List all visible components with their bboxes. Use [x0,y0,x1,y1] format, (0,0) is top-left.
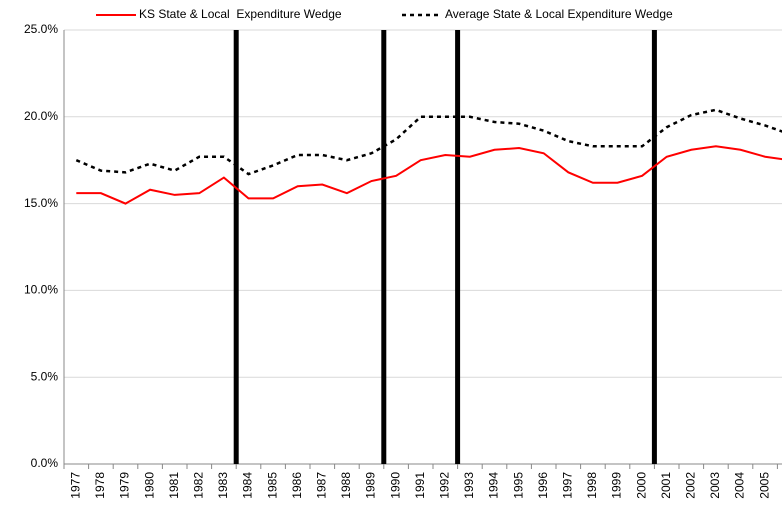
legend-label: KS State & Local Expenditure Wedge [139,7,342,21]
x-tick-label: 1977 [68,472,82,499]
x-tick-label: 1978 [93,472,107,499]
x-tick-label: 1979 [118,472,132,499]
y-tick-label: 10.0% [24,283,58,297]
x-tick-label: 1991 [413,472,427,499]
y-tick-label: 5.0% [31,369,59,383]
legend-label: Average State & Local Expenditure Wedge [445,7,673,21]
y-tick-label: 15.0% [24,196,58,210]
x-tick-label: 1999 [610,472,624,499]
x-tick-label: 2003 [708,472,722,499]
x-tick-label: 1993 [462,472,476,499]
series-line [75,108,782,176]
x-tick-label: 1992 [437,472,451,499]
y-tick-label: 0.0% [31,456,59,470]
x-tick-label: 2004 [733,472,747,499]
x-tick-label: 1986 [290,472,304,499]
x-tick-label: 1994 [487,472,501,499]
x-tick-label: 1982 [191,472,205,499]
y-tick-label: 20.0% [24,109,58,123]
x-tick-label: 1998 [585,472,599,499]
x-tick-label: 2002 [683,472,697,499]
x-tick-label: 2005 [757,472,771,499]
x-tick-label: 1995 [511,472,525,499]
x-tick-label: 1987 [314,472,328,499]
x-tick-label: 2000 [634,472,648,499]
x-tick-label: 1988 [339,472,353,499]
y-tick-label: 25.0% [24,22,58,36]
x-tick-label: 1989 [364,472,378,499]
x-tick-label: 1983 [216,472,230,499]
x-tick-label: 1996 [536,472,550,499]
x-tick-label: 1980 [142,472,156,499]
x-tick-label: 1985 [265,472,279,499]
x-tick-label: 1984 [241,472,255,499]
series-line [76,145,782,205]
x-tick-label: 1997 [560,472,574,499]
x-tick-label: 1981 [167,472,181,499]
x-tick-label: 1990 [388,472,402,499]
x-tick-label: 2001 [659,472,673,499]
